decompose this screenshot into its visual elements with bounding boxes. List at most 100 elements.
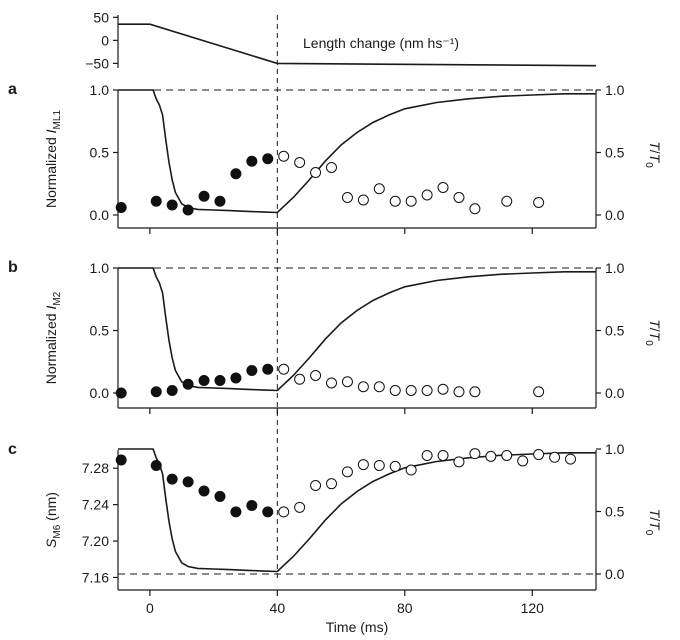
c-open-point (421, 449, 433, 461)
a-filled-point (182, 204, 194, 216)
a-panel-label: a (8, 81, 17, 98)
b-filled-point (166, 385, 178, 396)
b-open-point (278, 363, 290, 375)
c-open-point (357, 459, 369, 471)
a-y-axis-label: Normalized IML1 (43, 110, 63, 208)
a-y2-tick-label: 1.0 (605, 82, 625, 98)
a-open-point (405, 195, 417, 207)
a-y2-tick-label: 0.0 (605, 207, 625, 223)
b-panel-label: b (8, 259, 18, 276)
a-y-tick-label: 1.0 (90, 82, 110, 98)
c-open-point (501, 449, 513, 461)
b-y-tick-label: 0.0 (90, 385, 110, 401)
a-filled-point (262, 153, 274, 165)
top-y-tick-label: 0 (101, 32, 109, 48)
c-y2-tick-label: 0.5 (605, 504, 625, 520)
c-y-axis-label: SM6 (nm) (43, 492, 63, 548)
c-open-point (485, 450, 497, 462)
b-y2-tick-label: 0.5 (605, 323, 625, 339)
c-open-point (549, 451, 561, 463)
a-y2-tick-label: 0.5 (605, 145, 625, 161)
a-open-point (357, 194, 369, 206)
c-y-tick-label: 7.20 (82, 533, 109, 549)
b-open-point (533, 386, 545, 398)
x-tick-label: 80 (397, 600, 413, 616)
c-filled-point (246, 500, 258, 512)
top-y-tick-label: −50 (85, 55, 109, 71)
b-open-point (357, 381, 369, 393)
c-open-point (278, 506, 290, 518)
a-tension-curve (118, 89, 596, 214)
a-filled-point (246, 155, 258, 167)
a-open-point (437, 182, 449, 193)
b-y2-axis-label: T/T0 (643, 319, 663, 346)
c-filled-point (115, 454, 127, 466)
c-y2-tick-label: 0.0 (605, 566, 625, 582)
c-filled-point (150, 459, 162, 471)
a-open-point (341, 192, 353, 203)
a-y-tick-label: 0.0 (90, 207, 110, 223)
c-open-point (389, 460, 401, 472)
b-open-point (437, 383, 449, 395)
b-filled-point (182, 378, 194, 390)
c-open-point (453, 456, 465, 468)
b-tension-curve (118, 267, 596, 392)
a-open-point (453, 192, 465, 203)
c-open-point (341, 466, 353, 478)
length-change-line (118, 23, 597, 67)
b-y2-tick-label: 0.0 (605, 385, 625, 401)
c-open-point (469, 448, 481, 460)
a-filled-point (115, 202, 127, 213)
b-open-point (405, 385, 417, 396)
c-y-tick-label: 7.24 (82, 497, 109, 513)
x-axis-label: Time (ms) (326, 619, 388, 635)
c-filled-point (230, 506, 242, 518)
a-open-point (326, 162, 338, 173)
b-open-point (341, 376, 353, 388)
c-open-point (517, 455, 529, 467)
b-y2-tick-label: 1.0 (605, 260, 625, 276)
c-open-point (310, 480, 322, 492)
a-filled-point (230, 168, 242, 180)
a-open-point (421, 189, 433, 201)
c-y2-axis-label: T/T0 (643, 509, 663, 536)
a-y-tick-label: 0.5 (90, 145, 110, 161)
c-open-point (294, 501, 306, 513)
c-open-point (373, 459, 385, 471)
b-open-point (469, 386, 481, 398)
b-y-axis-label: Normalized IM2 (43, 291, 63, 384)
c-filled-point (166, 473, 178, 485)
a-open-point (310, 167, 322, 178)
a-open-point (389, 195, 401, 207)
c-open-point (533, 449, 545, 461)
b-filled-point (150, 386, 162, 398)
b-open-point (453, 386, 465, 398)
x-tick-label: 120 (521, 600, 545, 616)
b-open-point (326, 377, 338, 389)
c-filled-point (262, 506, 274, 518)
c-tension-curve (118, 448, 596, 573)
b-filled-point (214, 375, 226, 386)
b-filled-point (230, 372, 242, 384)
a-filled-point (166, 199, 178, 211)
b-open-point (421, 385, 433, 396)
a-filled-point (150, 195, 162, 207)
b-open-point (310, 370, 322, 381)
c-filled-point (198, 485, 210, 497)
a-open-point (501, 195, 513, 207)
b-open-point (389, 385, 401, 396)
c-y2-tick-label: 1.0 (605, 441, 625, 457)
a-open-point (469, 203, 481, 215)
c-filled-point (214, 490, 226, 502)
b-filled-point (262, 363, 274, 375)
b-open-point (294, 373, 306, 385)
a-filled-point (198, 190, 210, 202)
length-change-annotation: Length change (nm hs⁻¹) (303, 35, 459, 51)
c-panel-label: c (8, 441, 17, 458)
a-open-point (533, 197, 545, 208)
c-open-point (437, 449, 449, 461)
b-y-tick-label: 0.5 (90, 323, 110, 339)
c-open-point (405, 464, 417, 476)
a-open-point (278, 150, 290, 162)
